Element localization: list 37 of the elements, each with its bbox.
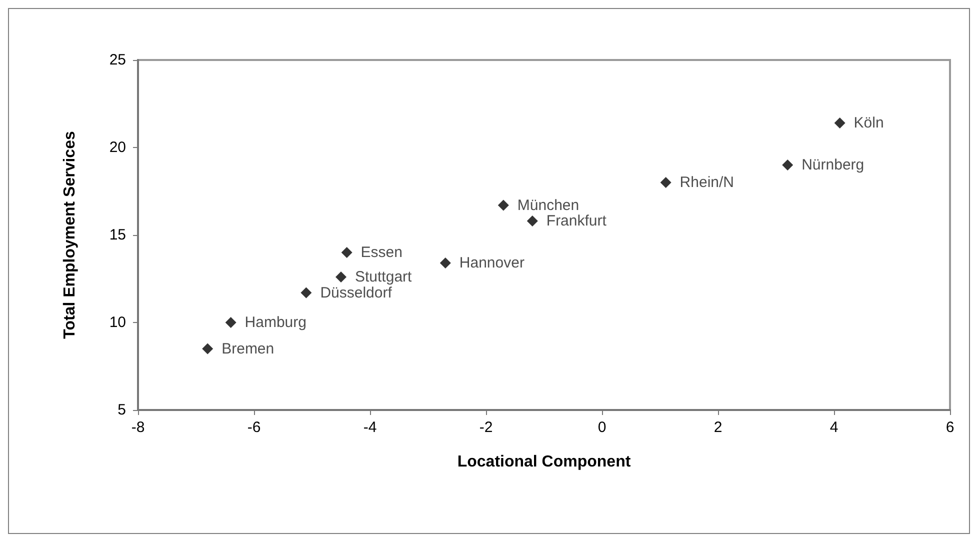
annotation: Frankfurt (546, 212, 608, 230)
point (202, 343, 214, 354)
y-tick-label: 15 (109, 226, 126, 244)
x-tick-label: -2 (479, 419, 493, 436)
annotation: Bremen (222, 340, 274, 358)
y-axis-title: Total Employment Services (62, 131, 78, 339)
point (336, 272, 346, 282)
x-tick-label: -8 (131, 419, 145, 436)
x-tick-label: 2 (714, 419, 722, 436)
point (300, 287, 312, 298)
x-tick-label: -4 (363, 419, 377, 436)
x-tick-label: 6 (946, 419, 954, 436)
point (225, 317, 236, 328)
annotation: Rhein/N (680, 174, 734, 191)
annotation: Hannover (459, 254, 524, 272)
annotation: Düsseldorf (320, 284, 393, 302)
annotation: München (517, 196, 580, 214)
x-axis-title: Locational Component (457, 454, 632, 470)
x-tick-label: 0 (598, 419, 606, 436)
annotation: Köln (854, 114, 884, 132)
y-tick-label: 5 (118, 402, 126, 418)
point (782, 160, 794, 170)
y-tick-label: 10 (109, 314, 126, 331)
annotation: Essen (360, 244, 403, 261)
point (526, 216, 538, 226)
point (660, 177, 672, 188)
point (834, 118, 846, 128)
annotation: Nürnberg (802, 156, 864, 174)
y-tick-label: 20 (109, 139, 126, 156)
annotation: Hamburg (244, 314, 307, 331)
x-tick-label: 4 (830, 419, 838, 436)
point (440, 258, 451, 268)
y-tick-label: 25 (109, 52, 126, 68)
point (498, 200, 509, 211)
x-tick-label: -6 (247, 419, 261, 436)
point (341, 247, 352, 258)
annotation: Stuttgart (355, 268, 413, 286)
